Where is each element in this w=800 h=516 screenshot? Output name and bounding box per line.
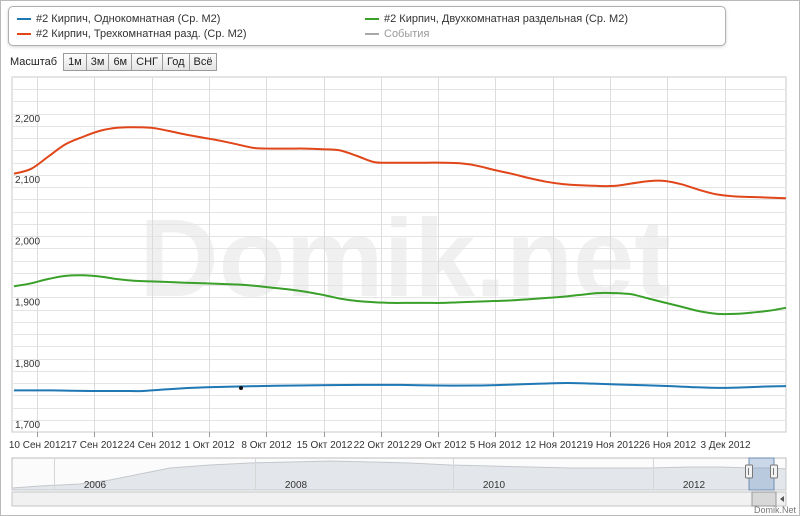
navigator-tick-label: 2008 <box>285 480 308 491</box>
x-tick-label: 24 Сен 2012 <box>124 440 182 451</box>
x-tick-label: 5 Ноя 2012 <box>470 440 522 451</box>
y-tick-label: 1,900 <box>15 298 40 309</box>
x-axis: 10 Сен 2012 17 Сен 2012 24 Сен 2012 1 Окт 2… <box>9 432 751 451</box>
legend-label: События <box>384 28 430 41</box>
legend-item-events[interactable]: События <box>365 27 429 41</box>
series-lines <box>13 126 787 393</box>
navigator-area <box>11 460 787 491</box>
legend-item-2room[interactable]: #2 Кирпич, Двухкомнатная раздельная (Ср.… <box>365 12 628 26</box>
navigator-scrollbar-thumb[interactable] <box>751 491 777 507</box>
x-tick-label: 29 Окт 2012 <box>411 440 467 451</box>
series-line <box>13 381 787 393</box>
x-tick-label: 26 Ноя 2012 <box>639 440 697 451</box>
legend-swatch <box>17 33 31 36</box>
event-marker <box>239 386 243 390</box>
navigator-tick-label: 2010 <box>483 480 506 491</box>
legend-swatch <box>17 18 31 21</box>
legend-item-1room[interactable]: #2 Кирпич, Однокомнатная (Ср. М2) <box>17 12 220 26</box>
navigator-selection[interactable] <box>748 457 775 491</box>
y-tick-label: 2,100 <box>15 175 40 186</box>
credit-label: Domik.Net <box>753 505 796 515</box>
navigator-scrollbar-track[interactable] <box>11 491 787 507</box>
navigator-tick-label: 2012 <box>683 480 706 491</box>
y-tick-label: 1,800 <box>15 359 40 370</box>
legend-label: #2 Кирпич, Однокомнатная (Ср. М2) <box>36 13 221 26</box>
y-tick-label: 2,200 <box>15 114 40 125</box>
series-line <box>13 126 787 200</box>
navigator[interactable]: 2006 2008 2010 2012 <box>11 457 787 507</box>
legend-swatch <box>365 33 379 36</box>
x-tick-label: 1 Окт 2012 <box>184 440 235 451</box>
x-tick-label: 17 Сен 2012 <box>66 440 124 451</box>
legend-label: #2 Кирпич, Трехкомнатная разд. (Ср. М2) <box>36 28 247 41</box>
y-tick-label: 2,000 <box>15 236 40 247</box>
navigator-tick-label: 2006 <box>84 480 107 491</box>
x-tick-label: 12 Ноя 2012 <box>525 440 583 451</box>
zoom-label: Масштаб <box>10 56 58 68</box>
y-axis: 1,700 1,800 1,900 2,000 2,100 2,200 <box>15 114 40 431</box>
legend: #2 Кирпич, Однокомнатная (Ср. М2) #2 Кир… <box>8 6 726 46</box>
zoom-3m-button[interactable]: 3м <box>85 53 110 71</box>
zoom-1m-button[interactable]: 1м <box>63 53 87 71</box>
x-tick-label: 22 Окт 2012 <box>354 440 410 451</box>
x-tick-label: 10 Сен 2012 <box>9 440 67 451</box>
series-line <box>13 274 787 316</box>
legend-label: #2 Кирпич, Двухкомнатная раздельная (Ср.… <box>384 13 628 26</box>
legend-item-3room[interactable]: #2 Кирпич, Трехкомнатная разд. (Ср. М2) <box>17 27 247 41</box>
y-tick-label: 1,700 <box>15 420 40 431</box>
x-tick-label: 8 Окт 2012 <box>241 440 292 451</box>
x-tick-label: 19 Ноя 2012 <box>582 440 640 451</box>
grid-lines <box>11 76 787 433</box>
watermark: Domik.net <box>139 197 671 320</box>
x-tick-label: 3 Дек 2012 <box>700 440 751 451</box>
zoom-bar: Масштаб 1м 3м 6м СНГ Год Всё <box>10 53 218 71</box>
zoom-all-button[interactable]: Всё <box>188 53 218 71</box>
zoom-year-button[interactable]: Год <box>161 53 190 71</box>
watermark-text: Domik.net <box>139 197 671 320</box>
legend-swatch <box>365 18 379 21</box>
zoom-ytd-button[interactable]: СНГ <box>131 53 163 71</box>
x-tick-label: 15 Окт 2012 <box>297 440 353 451</box>
scroll-right-icon[interactable] <box>780 496 784 502</box>
zoom-6m-button[interactable]: 6м <box>108 53 133 71</box>
